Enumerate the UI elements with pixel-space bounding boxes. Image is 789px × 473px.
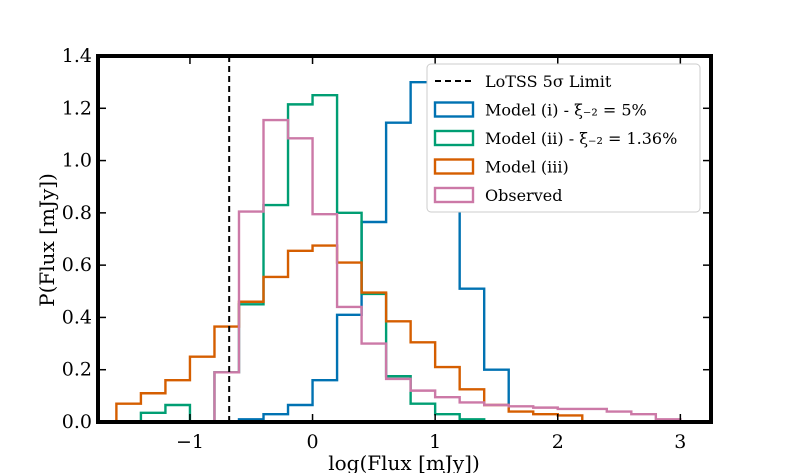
legend: LoTSS 5σ Limit Model (i) - ξ₋₂ = 5% Model …: [426, 63, 701, 213]
histogram-series-4: [213, 118, 682, 422]
histogram-series-3: [115, 244, 584, 422]
legend-label-1: Model (i) - ξ₋₂ = 5%: [485, 101, 647, 120]
y-tick-label: 0.8: [62, 202, 92, 224]
x-axis-label: log(Flux [mJy]): [328, 451, 480, 473]
axes-frame: [96, 54, 713, 424]
y-tick-label: 1.4: [62, 45, 92, 67]
x-tick-label: 1: [429, 431, 441, 453]
y-axis-label: P(Flux [mJy]): [35, 173, 59, 307]
y-tick-label: 0.0: [62, 411, 92, 433]
y-tick-label: 0.6: [62, 254, 92, 276]
legend-swatch-4: [433, 186, 475, 204]
legend-swatch-1: [433, 101, 475, 118]
x-tick-label: 2: [552, 431, 564, 453]
y-tick-label: 0.4: [62, 306, 92, 328]
legend-label-0: LoTSS 5σ Limit: [485, 72, 612, 91]
histogram-series-1: [237, 80, 510, 422]
legend-frame: [426, 63, 701, 213]
y-tick-label: 1.0: [62, 150, 92, 172]
y-tick-label: 1.2: [62, 97, 92, 119]
legend-label-3: Model (iii): [485, 158, 569, 177]
x-tick-label: 3: [674, 431, 686, 453]
legend-label-2: Model (ii) - ξ₋₂ = 1.36%: [485, 129, 677, 148]
legend-swatch-3: [433, 158, 475, 175]
y-tick-label: 0.2: [62, 359, 92, 381]
legend-label-4: Observed: [485, 186, 562, 205]
x-tick-label: 0: [307, 431, 319, 453]
axes-layer: −1 0 1 2 3 0.0 0.2 0.4 0.6 0.8 1.0 1.2 1.4: [62, 45, 713, 453]
x-tick-label: −1: [176, 431, 204, 453]
legend-swatch-2: [433, 129, 475, 147]
